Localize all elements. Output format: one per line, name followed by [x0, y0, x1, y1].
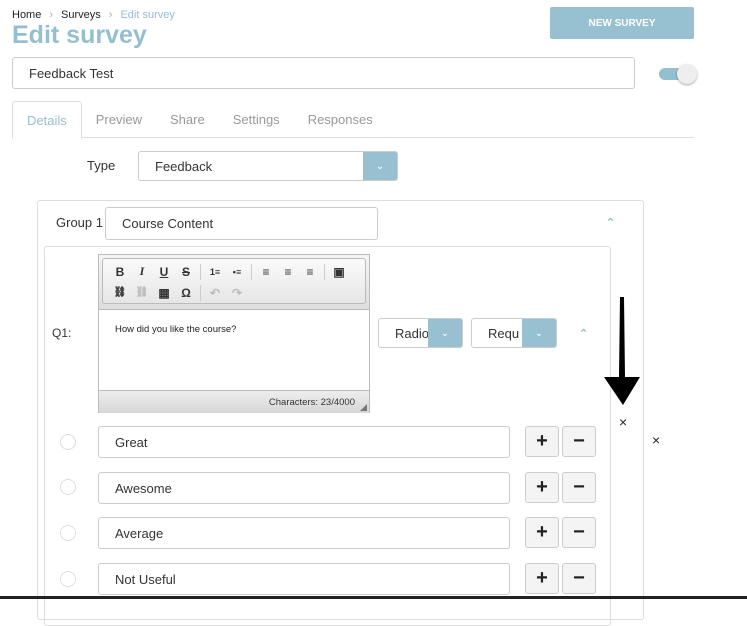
remove-option-button[interactable]: − — [562, 472, 596, 503]
breadcrumb-current: Edit survey — [120, 9, 175, 21]
undo-icon[interactable]: ↶ — [209, 285, 221, 300]
question-editor[interactable]: B I U S 1≡ •≡ ≡ ≡ ≡ ▣ ⛓ ⛓ ▦ Ω ↶ ↷ How di… — [98, 254, 370, 413]
answer-type-value: Radio — [395, 325, 428, 341]
page-title: Edit survey — [12, 21, 147, 49]
option-input[interactable]: Not Useful — [98, 563, 510, 595]
tab-responses[interactable]: Responses — [307, 112, 373, 127]
remove-option-button[interactable]: − — [562, 563, 596, 594]
breadcrumb: Home › Surveys › Edit survey — [12, 9, 175, 21]
survey-name-input[interactable]: Feedback Test — [12, 57, 635, 89]
breadcrumb-separator: › — [49, 9, 54, 21]
strikethrough-icon[interactable]: S — [181, 264, 190, 279]
tab-preview[interactable]: Preview — [95, 112, 142, 127]
breadcrumb-separator: › — [108, 9, 113, 21]
group-name-input[interactable]: Course Content — [105, 207, 378, 240]
table-icon[interactable]: ▦ — [158, 285, 170, 300]
annotation-arrow-icon — [604, 297, 640, 405]
delete-group-close-icon[interactable]: × — [652, 432, 661, 448]
collapse-group-chevron-up-icon[interactable]: ⌃ — [606, 217, 616, 229]
group-label: Group 1 — [56, 215, 103, 230]
align-left-icon[interactable]: ≡ — [262, 264, 270, 279]
bottom-bar — [0, 596, 747, 599]
bulleted-list-icon[interactable]: •≡ — [232, 266, 242, 277]
italic-icon[interactable]: I — [139, 264, 145, 278]
add-option-button[interactable]: + — [525, 517, 559, 548]
type-label: Type — [87, 158, 116, 173]
underline-icon[interactable]: U — [159, 264, 169, 279]
bold-icon[interactable]: B — [115, 264, 125, 279]
type-value: Feedback — [155, 158, 213, 174]
question-label: Q1: — [52, 326, 72, 340]
collapse-question-chevron-up-icon[interactable]: ⌃ — [579, 328, 589, 340]
breadcrumb-surveys[interactable]: Surveys — [61, 9, 101, 21]
answer-type-select[interactable]: Radio ⌄ — [378, 318, 463, 348]
option-radio[interactable] — [60, 479, 76, 495]
tab-bar: Details Preview Share Settings Responses — [12, 101, 694, 139]
add-option-button[interactable]: + — [525, 472, 559, 503]
required-select[interactable]: Requ ⌄ — [471, 318, 557, 348]
tab-details[interactable]: Details — [12, 101, 82, 139]
breadcrumb-home[interactable]: Home — [12, 9, 42, 21]
add-option-button[interactable]: + — [525, 426, 559, 457]
editor-toolbar: B I U S 1≡ •≡ ≡ ≡ ≡ ▣ ⛓ ⛓ ▦ Ω ↶ ↷ — [99, 255, 369, 310]
add-option-button[interactable]: + — [525, 563, 559, 594]
special-character-icon[interactable]: Ω — [181, 285, 191, 300]
align-center-icon[interactable]: ≡ — [284, 264, 292, 279]
chevron-down-icon: ⌄ — [428, 319, 462, 347]
option-radio[interactable] — [60, 571, 76, 587]
link-icon[interactable]: ⛓ — [113, 287, 127, 298]
type-select[interactable]: Feedback ⌄ — [138, 151, 398, 181]
remove-option-button[interactable]: − — [562, 517, 596, 548]
redo-icon[interactable]: ↷ — [231, 285, 243, 300]
character-count: Characters: 23/4000 — [268, 396, 355, 408]
option-input[interactable]: Awesome — [98, 472, 510, 504]
required-value: Requ — [488, 325, 520, 341]
option-radio[interactable] — [60, 525, 76, 541]
unlink-icon[interactable]: ⛓ — [135, 287, 149, 298]
remove-option-button[interactable]: − — [562, 426, 596, 457]
resize-handle-icon[interactable] — [360, 404, 367, 411]
numbered-list-icon[interactable]: 1≡ — [209, 266, 221, 277]
editor-content[interactable]: How did you like the course? — [115, 324, 237, 335]
tab-settings[interactable]: Settings — [232, 112, 280, 127]
tab-share[interactable]: Share — [170, 112, 205, 127]
chevron-down-icon: ⌄ — [522, 319, 556, 347]
editor-footer: Characters: 23/4000 — [99, 390, 369, 413]
option-radio[interactable] — [60, 434, 76, 450]
chevron-down-icon: ⌄ — [363, 152, 397, 180]
align-right-icon[interactable]: ≡ — [306, 264, 314, 279]
option-input[interactable]: Average — [98, 517, 510, 549]
option-input[interactable]: Great — [98, 426, 510, 458]
new-survey-button[interactable]: NEW SURVEY — [550, 7, 694, 39]
delete-question-close-icon[interactable]: × — [619, 414, 628, 430]
arrow-shape — [604, 297, 640, 405]
image-icon[interactable]: ▣ — [333, 264, 345, 279]
active-toggle[interactable] — [659, 64, 697, 84]
